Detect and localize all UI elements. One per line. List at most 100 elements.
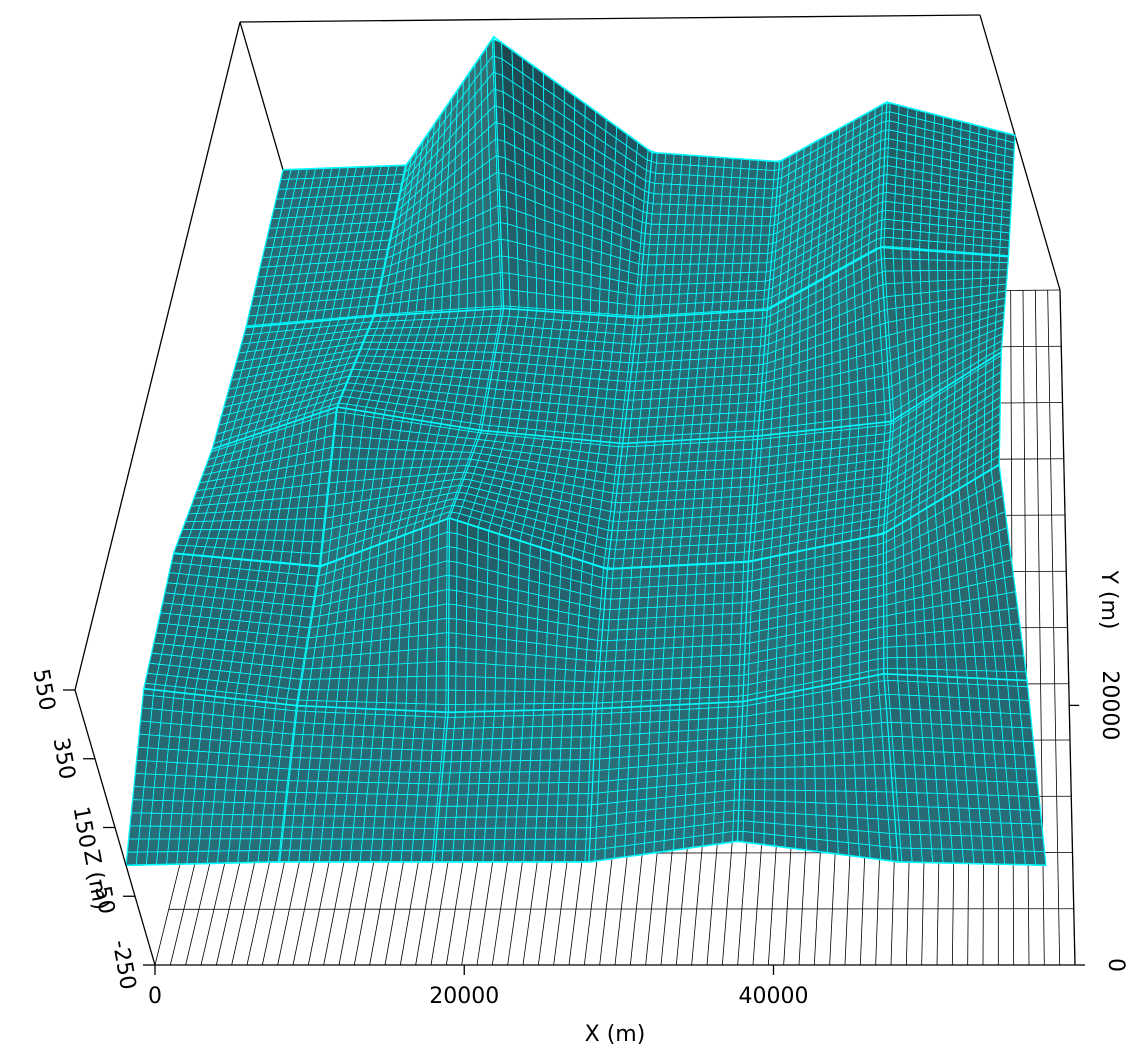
surface-cell [949, 575, 959, 591]
surface-cell [720, 404, 730, 414]
surface-cell [702, 507, 712, 517]
surface-cell [938, 280, 947, 291]
surface-cell [753, 216, 762, 226]
surface-cell [714, 367, 724, 377]
surface-cell [876, 414, 885, 426]
surface-cell [692, 415, 702, 425]
surface-cell [677, 481, 687, 491]
surface-cell [637, 362, 647, 372]
surface-cell [831, 439, 840, 449]
surface-cell [646, 510, 656, 520]
surface-cell [655, 173, 664, 184]
surface-cell [476, 244, 484, 262]
surface-cell [686, 585, 696, 596]
surface-cell [893, 229, 902, 239]
surface-cell [929, 224, 938, 233]
surface-cell [377, 677, 388, 690]
surface-cell [615, 390, 625, 400]
surface-cell [626, 305, 636, 317]
surface-cell [314, 518, 325, 530]
surface-cell [720, 655, 730, 666]
surface-cell [483, 226, 491, 245]
surface-cell [653, 454, 663, 464]
surface-cell [642, 680, 652, 691]
surface-cell [716, 553, 726, 563]
surface-cell [734, 572, 744, 583]
surface-cell [912, 222, 921, 232]
surface-cell [548, 403, 559, 413]
surface-cell [638, 501, 648, 511]
surface-cell [591, 262, 601, 277]
surface-cell [758, 160, 767, 170]
surface-cell [496, 665, 506, 679]
surface-cell [717, 534, 727, 544]
surface-cell [913, 196, 922, 206]
surface-cell [573, 284, 582, 299]
surface-cell [434, 284, 443, 298]
surface-cell [673, 154, 682, 165]
surface-cell [616, 640, 626, 651]
surface-cell [719, 320, 728, 330]
surface-cell [402, 584, 412, 599]
surface-cell [718, 423, 728, 433]
surface-cell [696, 574, 706, 585]
surface-cell [717, 339, 726, 349]
surface-cell [382, 614, 392, 628]
surface-cell [693, 498, 703, 508]
surface-cell [317, 495, 327, 507]
surface-cell [726, 329, 736, 339]
surface-cell [930, 291, 939, 303]
surface-cell [670, 546, 680, 556]
surface-cell [674, 342, 684, 352]
surface-cell [573, 298, 582, 312]
surface-cell [940, 577, 950, 592]
surface-cell [738, 197, 747, 207]
surface-cell [517, 603, 528, 617]
surface-cell [961, 600, 972, 615]
surface-cell [713, 283, 722, 293]
surface-cell [685, 490, 695, 500]
surface-cell [595, 332, 605, 342]
surface-cell [824, 398, 833, 411]
surface-cell [673, 164, 682, 175]
surface-cell [526, 642, 537, 655]
surface-cell [710, 225, 719, 235]
surface-cell [916, 633, 926, 646]
surface-cell [948, 210, 957, 219]
surface-cell [658, 235, 667, 245]
surface-cell [591, 275, 601, 289]
surface-cell [600, 289, 610, 302]
surface-cell [886, 192, 895, 202]
surface-cell [655, 436, 665, 446]
surface-cell [722, 376, 732, 386]
surface-cell [677, 397, 687, 407]
surface-cell [755, 300, 764, 310]
surface-cell [627, 294, 637, 306]
surface-cell [564, 255, 573, 271]
surface-cell [740, 477, 750, 487]
surface-cell [725, 553, 735, 563]
surface-cell [644, 455, 654, 465]
surface-cell [662, 454, 672, 464]
surface-cell [668, 214, 677, 224]
surface-cell [713, 386, 723, 396]
surface-cell [677, 585, 687, 596]
surface-cell [757, 170, 766, 180]
surface-cell [691, 424, 701, 434]
surface-cell [714, 593, 724, 604]
surface-cell [937, 242, 946, 251]
surface-cell [671, 184, 680, 194]
surface-cell [639, 587, 649, 598]
surface-cell [905, 599, 915, 612]
surface-cell [581, 369, 591, 379]
surface-cell [1001, 224, 1010, 233]
surface-cell [370, 653, 380, 666]
surface-cell [344, 413, 355, 426]
surface-cell [904, 294, 913, 307]
surface-cell [726, 235, 735, 245]
surface-cell [724, 158, 733, 168]
surface-cell [486, 637, 496, 651]
surface-cell [704, 479, 714, 489]
surface-cell [948, 218, 957, 227]
surface-cell [609, 609, 619, 620]
